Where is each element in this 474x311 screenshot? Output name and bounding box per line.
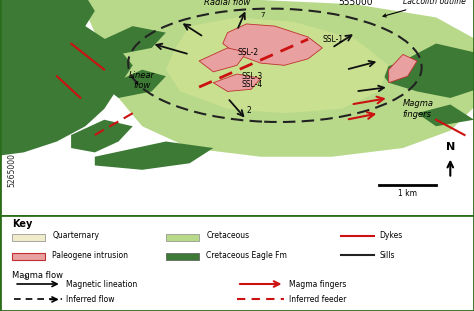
Polygon shape [85, 0, 474, 157]
Text: SSL-1: SSL-1 [322, 35, 344, 44]
Bar [166, 253, 199, 260]
Polygon shape [213, 74, 261, 91]
Text: 555000: 555000 [338, 0, 373, 7]
Polygon shape [166, 17, 389, 113]
Text: Inferred flow: Inferred flow [66, 295, 115, 304]
Text: Magma
fingers: Magma fingers [403, 99, 434, 118]
Text: 2: 2 [246, 106, 251, 115]
Polygon shape [95, 26, 166, 54]
Text: SSL-4: SSL-4 [242, 81, 263, 89]
Text: SSL-3: SSL-3 [242, 72, 263, 81]
Polygon shape [389, 54, 417, 83]
Text: Key: Key [12, 220, 32, 230]
Polygon shape [71, 120, 133, 152]
Text: Quarternary: Quarternary [52, 231, 99, 240]
Polygon shape [223, 24, 322, 65]
Text: Sills: Sills [379, 251, 395, 260]
Polygon shape [379, 44, 474, 98]
Text: Magma flow: Magma flow [12, 271, 63, 280]
Text: Radial flow: Radial flow [204, 0, 251, 7]
Text: Inferred feeder: Inferred feeder [289, 295, 346, 304]
Text: N: N [446, 142, 455, 152]
Bar [12, 253, 45, 260]
Text: 5265000: 5265000 [8, 153, 16, 187]
Text: SSL-2: SSL-2 [237, 48, 258, 57]
Bar [166, 234, 199, 241]
Text: Cretaceous: Cretaceous [206, 231, 249, 240]
Text: Linear
flow: Linear flow [129, 71, 155, 90]
Text: Magnetic lineation: Magnetic lineation [66, 280, 137, 289]
Text: Magma fingers: Magma fingers [289, 280, 346, 289]
FancyBboxPatch shape [0, 215, 474, 311]
Bar [12, 234, 45, 241]
Polygon shape [0, 0, 71, 22]
Text: Paleogene intrusion: Paleogene intrusion [52, 251, 128, 260]
Polygon shape [95, 142, 213, 170]
Text: Laccolith outline: Laccolith outline [383, 0, 466, 17]
Polygon shape [0, 0, 133, 157]
Text: 7: 7 [261, 12, 265, 18]
Polygon shape [104, 70, 166, 98]
Text: Dykes: Dykes [379, 231, 402, 240]
Polygon shape [417, 104, 474, 126]
Polygon shape [199, 48, 246, 72]
Text: 2: 2 [24, 275, 27, 280]
Text: 1 km: 1 km [398, 189, 417, 198]
Text: Cretaceous Eagle Fm: Cretaceous Eagle Fm [206, 251, 287, 260]
